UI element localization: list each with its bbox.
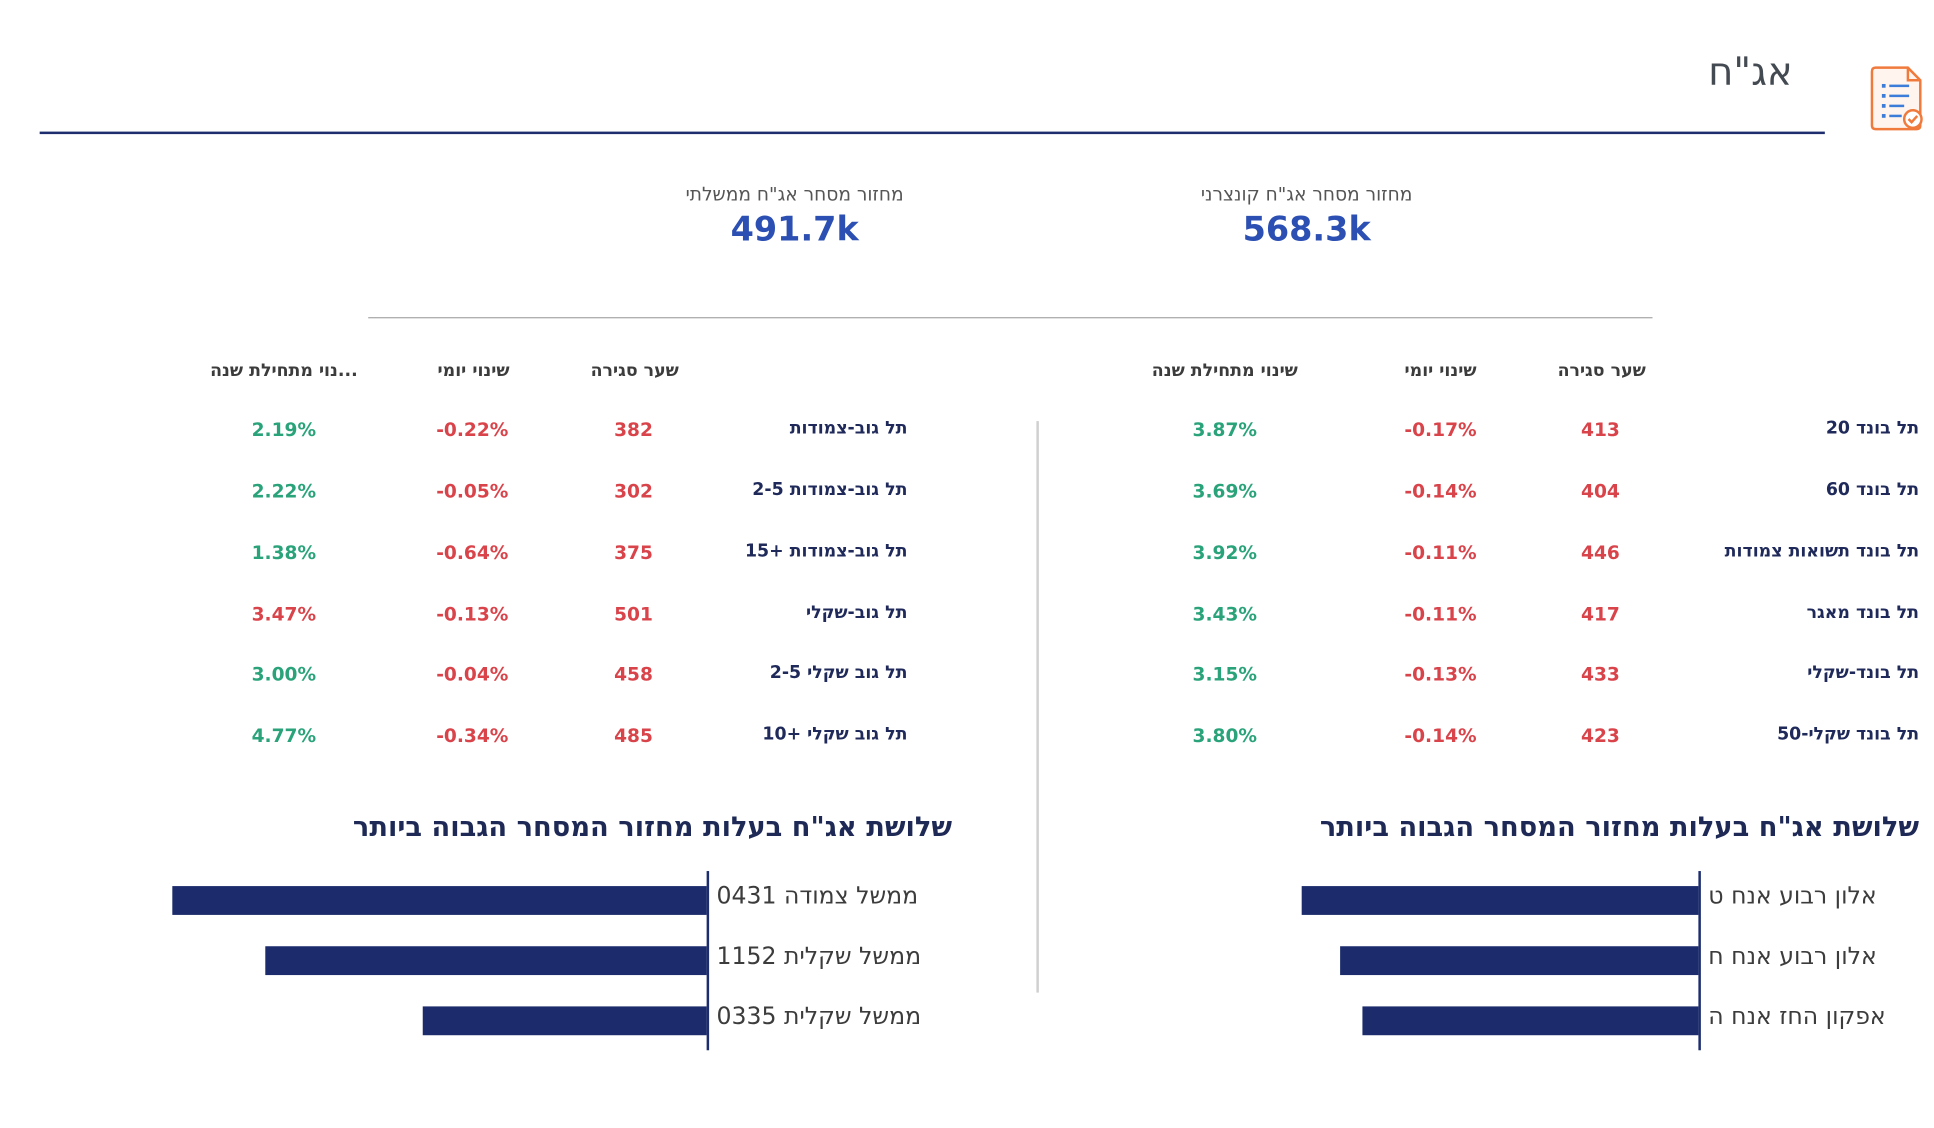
daily-change: -0.11% <box>1404 602 1477 626</box>
daily-change: -0.13% <box>436 602 509 626</box>
ytd-change: 3.00% <box>251 662 317 686</box>
daily-change: -0.11% <box>1404 541 1477 564</box>
index-name: תל בונד 60 <box>1825 480 1920 501</box>
left-header-ytd: ...נוי מתחילת שנה <box>210 360 358 382</box>
close-value: 375 <box>614 541 653 564</box>
kpi-government-value: 491.7k <box>730 210 859 250</box>
bar-label: ממשל שקלית 0335 <box>716 1002 922 1031</box>
daily-change: -0.22% <box>436 418 509 442</box>
close-value: 423 <box>1581 724 1620 747</box>
close-value: 302 <box>614 480 653 503</box>
daily-change: -0.64% <box>436 541 509 564</box>
ytd-change: 3.80% <box>1192 724 1258 747</box>
turnover-bar[interactable] <box>1340 946 1699 976</box>
bar-label: אפקון החז אנח ה <box>1708 1002 1886 1031</box>
kpi-government-label: מחזור מסחר אג"ח ממשלתי <box>685 182 904 206</box>
daily-change: -0.17% <box>1404 418 1477 442</box>
daily-change: -0.05% <box>436 480 509 503</box>
bar-label: אלון רבוע אנח ח <box>1708 942 1877 971</box>
close-value: 458 <box>614 662 653 686</box>
close-value: 417 <box>1581 602 1620 626</box>
right-header-close: שער סגירה <box>1557 360 1646 382</box>
index-name: תל גוב שקלי +10 <box>762 724 908 745</box>
ytd-change: 3.69% <box>1192 480 1258 503</box>
daily-change: -0.34% <box>436 724 509 747</box>
turnover-bar[interactable] <box>172 886 707 915</box>
right-header-daily: שינוי יומי <box>1404 360 1477 382</box>
ytd-change: 3.43% <box>1192 602 1258 626</box>
daily-change: -0.14% <box>1404 480 1477 503</box>
index-name: תל בונד 20 <box>1825 418 1920 439</box>
daily-change: -0.13% <box>1404 662 1477 686</box>
bar-label: ממשל צמודה 0431 <box>716 882 919 910</box>
ytd-change: 2.22% <box>251 480 317 503</box>
index-name: תל בונד-שקלי <box>1807 662 1920 684</box>
turnover-bar[interactable] <box>1362 1006 1699 1036</box>
kpi-government: מחזור מסחר אג"ח ממשלתי 491.7k <box>633 183 955 251</box>
title-divider <box>39 131 1825 135</box>
index-name: תל בונד תשואות צמודות <box>1724 541 1920 562</box>
close-value: 433 <box>1581 662 1620 686</box>
page-title: אג"ח <box>1708 50 1793 96</box>
section-divider <box>368 317 1653 319</box>
index-name: תל גוב-שקלי <box>805 602 908 623</box>
close-value: 382 <box>614 418 653 442</box>
index-name: תל גוב-צמודות 2-5 <box>752 480 908 501</box>
top-government-title: שלושת אג"ח בעלות מחזור המסחר הגבוה ביותר <box>352 812 953 844</box>
left-header-close: שער סגירה <box>590 360 679 382</box>
bar-chart-axis <box>706 871 710 1051</box>
ytd-change: 3.87% <box>1192 418 1258 442</box>
close-value: 501 <box>614 602 653 626</box>
turnover-bar[interactable] <box>1301 886 1699 915</box>
report-checklist-icon <box>1868 63 1925 133</box>
close-value: 485 <box>614 724 653 747</box>
ytd-change: 4.77% <box>251 724 317 747</box>
index-name: תל גוב שקלי 2-5 <box>769 662 908 684</box>
close-value: 446 <box>1581 541 1620 564</box>
ytd-change: 3.15% <box>1192 662 1258 686</box>
index-name: תל בונד שקלי-50 <box>1777 724 1920 745</box>
close-value: 413 <box>1581 418 1620 442</box>
turnover-bar[interactable] <box>265 946 707 976</box>
ytd-change: 1.38% <box>251 541 317 564</box>
daily-change: -0.14% <box>1404 724 1477 747</box>
top-corporate-title: שלושת אג"ח בעלות מחזור המסחר הגבוה ביותר <box>1319 812 1920 844</box>
bar-label: ממשל שקלית 1152 <box>716 942 922 971</box>
ytd-change: 3.47% <box>251 602 317 626</box>
index-name: תל גוב-צמודות +15 <box>744 541 908 562</box>
bar-chart-axis <box>1698 871 1701 1051</box>
index-name: תל בונד מאגר <box>1806 602 1920 623</box>
ytd-change: 2.19% <box>251 418 317 442</box>
kpi-corporate-value: 568.3k <box>1242 210 1371 250</box>
daily-change: -0.04% <box>436 662 509 686</box>
turnover-bar[interactable] <box>422 1006 707 1036</box>
kpi-corporate: מחזור מסחר אג"ח קונצרני 568.3k <box>1145 183 1467 251</box>
left-header-daily: שינוי יומי <box>437 360 510 382</box>
column-separator <box>1036 421 1039 993</box>
right-header-ytd: שינוי מתחילת שנה <box>1151 360 1298 382</box>
close-value: 404 <box>1581 480 1620 503</box>
ytd-change: 3.92% <box>1192 541 1258 564</box>
bar-label: אלון רבוע אנח ט <box>1708 882 1877 910</box>
kpi-corporate-label: מחזור מסחר אג"ח קונצרני <box>1200 182 1413 206</box>
index-name: תל גוב-צמודות <box>789 418 908 439</box>
